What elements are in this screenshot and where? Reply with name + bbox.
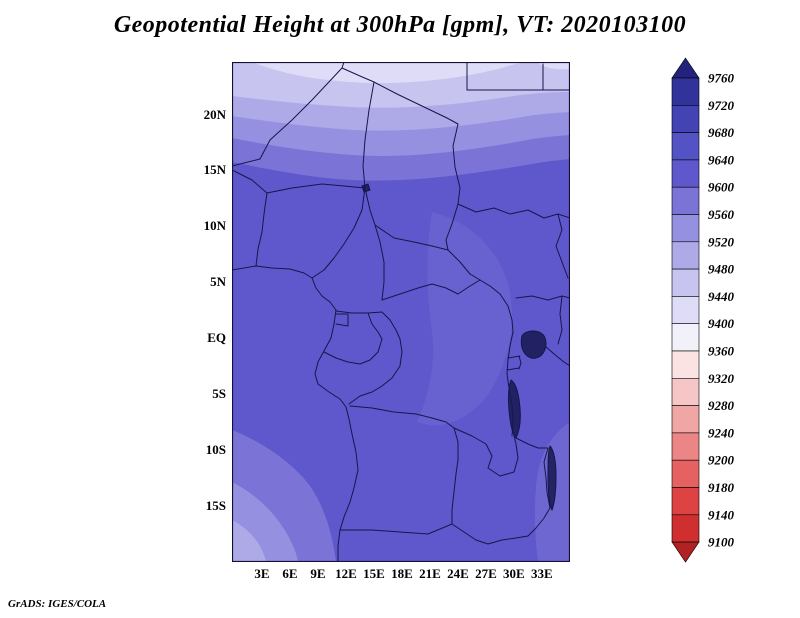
- colorbar-label: 9180: [708, 480, 735, 495]
- lat-tick-label: 10N: [203, 218, 226, 234]
- colorbar-segment: [671, 77, 700, 106]
- contour-band-9400-north: [252, 62, 527, 84]
- colorbar-label: 9480: [708, 262, 735, 277]
- grads-credit: GrADS: IGES/COLA: [8, 598, 107, 610]
- colorbar-segment: [671, 241, 700, 270]
- map-frame: [232, 62, 570, 562]
- lon-tick-label: 24E: [447, 566, 469, 581]
- lon-tick-label: 15E: [363, 566, 385, 581]
- colorbar-segment: [671, 104, 700, 133]
- colorbar-segment: [671, 214, 700, 243]
- lon-tick-label: 33E: [531, 566, 553, 581]
- colorbar-label: 9560: [708, 207, 735, 222]
- lat-tick-label: 5N: [210, 274, 226, 290]
- lon-tick-label: 12E: [335, 566, 357, 581]
- colorbar-segment: [671, 350, 700, 379]
- colorbar-bottom-triangle: [671, 541, 700, 563]
- colorbar-label: 9440: [708, 289, 735, 304]
- colorbar-label: 9600: [708, 180, 735, 195]
- lon-tick-label: 3E: [254, 566, 270, 581]
- lon-tick-label: 30E: [503, 566, 525, 581]
- colorbar-segment: [671, 323, 700, 352]
- colorbar-label: 9280: [708, 398, 735, 413]
- lon-tick-label: 6E: [282, 566, 298, 581]
- colorbar-segment: [671, 514, 700, 543]
- lat-tick-label: 15S: [205, 497, 226, 513]
- colorbar-label: 9360: [708, 344, 735, 359]
- contour-band-lighter-center-east: [417, 212, 512, 426]
- colorbar-label: 9680: [708, 125, 735, 140]
- lon-tick-label: 9E: [310, 566, 326, 581]
- colorbar-segment: [671, 268, 700, 297]
- colorbar-segment: [671, 132, 700, 161]
- colorbar-segment: [671, 459, 700, 488]
- lake-chad: [361, 183, 371, 193]
- colorbar-label: 9640: [708, 152, 735, 167]
- colorbar-label: 9140: [708, 507, 735, 522]
- colorbar-legend: 9760 9720 9680 9640 9600 9560 9520 9480 9440 9400…: [671, 57, 735, 563]
- lon-tick-label: 21E: [419, 566, 441, 581]
- colorbar-segment: [671, 432, 700, 461]
- colorbar-label: 9240: [708, 425, 735, 440]
- lakes: [361, 183, 557, 512]
- colorbar-label: 9520: [708, 234, 735, 249]
- lat-tick-label: 15N: [203, 162, 226, 178]
- lat-tick-label: EQ: [207, 330, 226, 345]
- colorbar-top-triangle: [671, 57, 700, 79]
- colorbar-segment: [671, 377, 700, 406]
- lon-tick-label: 18E: [391, 566, 413, 581]
- lake-tanganyika: [507, 379, 521, 439]
- colorbar-segment: [671, 487, 700, 516]
- contour-band-9440-ne-corner: [537, 62, 570, 70]
- lat-tick-label: 10S: [205, 441, 226, 457]
- colorbar-segment: [671, 296, 700, 324]
- colorbar-segment: [671, 405, 700, 434]
- lake-malawi: [547, 445, 557, 512]
- lat-tick-label: 5S: [212, 385, 226, 401]
- map-plot: [232, 62, 570, 562]
- colorbar-label: 9720: [708, 98, 735, 113]
- contour-band-9480-sw: [232, 520, 266, 562]
- chart-title: Geopotential Height at 300hPa [gpm], VT:…: [113, 12, 687, 38]
- colorbar-label: 9100: [708, 535, 735, 550]
- lon-tick-label: 27E: [475, 566, 497, 581]
- lat-tick-label: 20N: [203, 106, 226, 122]
- colorbar-label: 9760: [708, 71, 735, 86]
- colorbar-label: 9320: [708, 371, 735, 386]
- colorbar-label: 9200: [708, 453, 735, 468]
- colorbar-segment: [671, 186, 700, 215]
- lake-victoria: [520, 330, 547, 359]
- colorbar-segment: [671, 159, 700, 188]
- colorbar-label: 9400: [708, 316, 735, 331]
